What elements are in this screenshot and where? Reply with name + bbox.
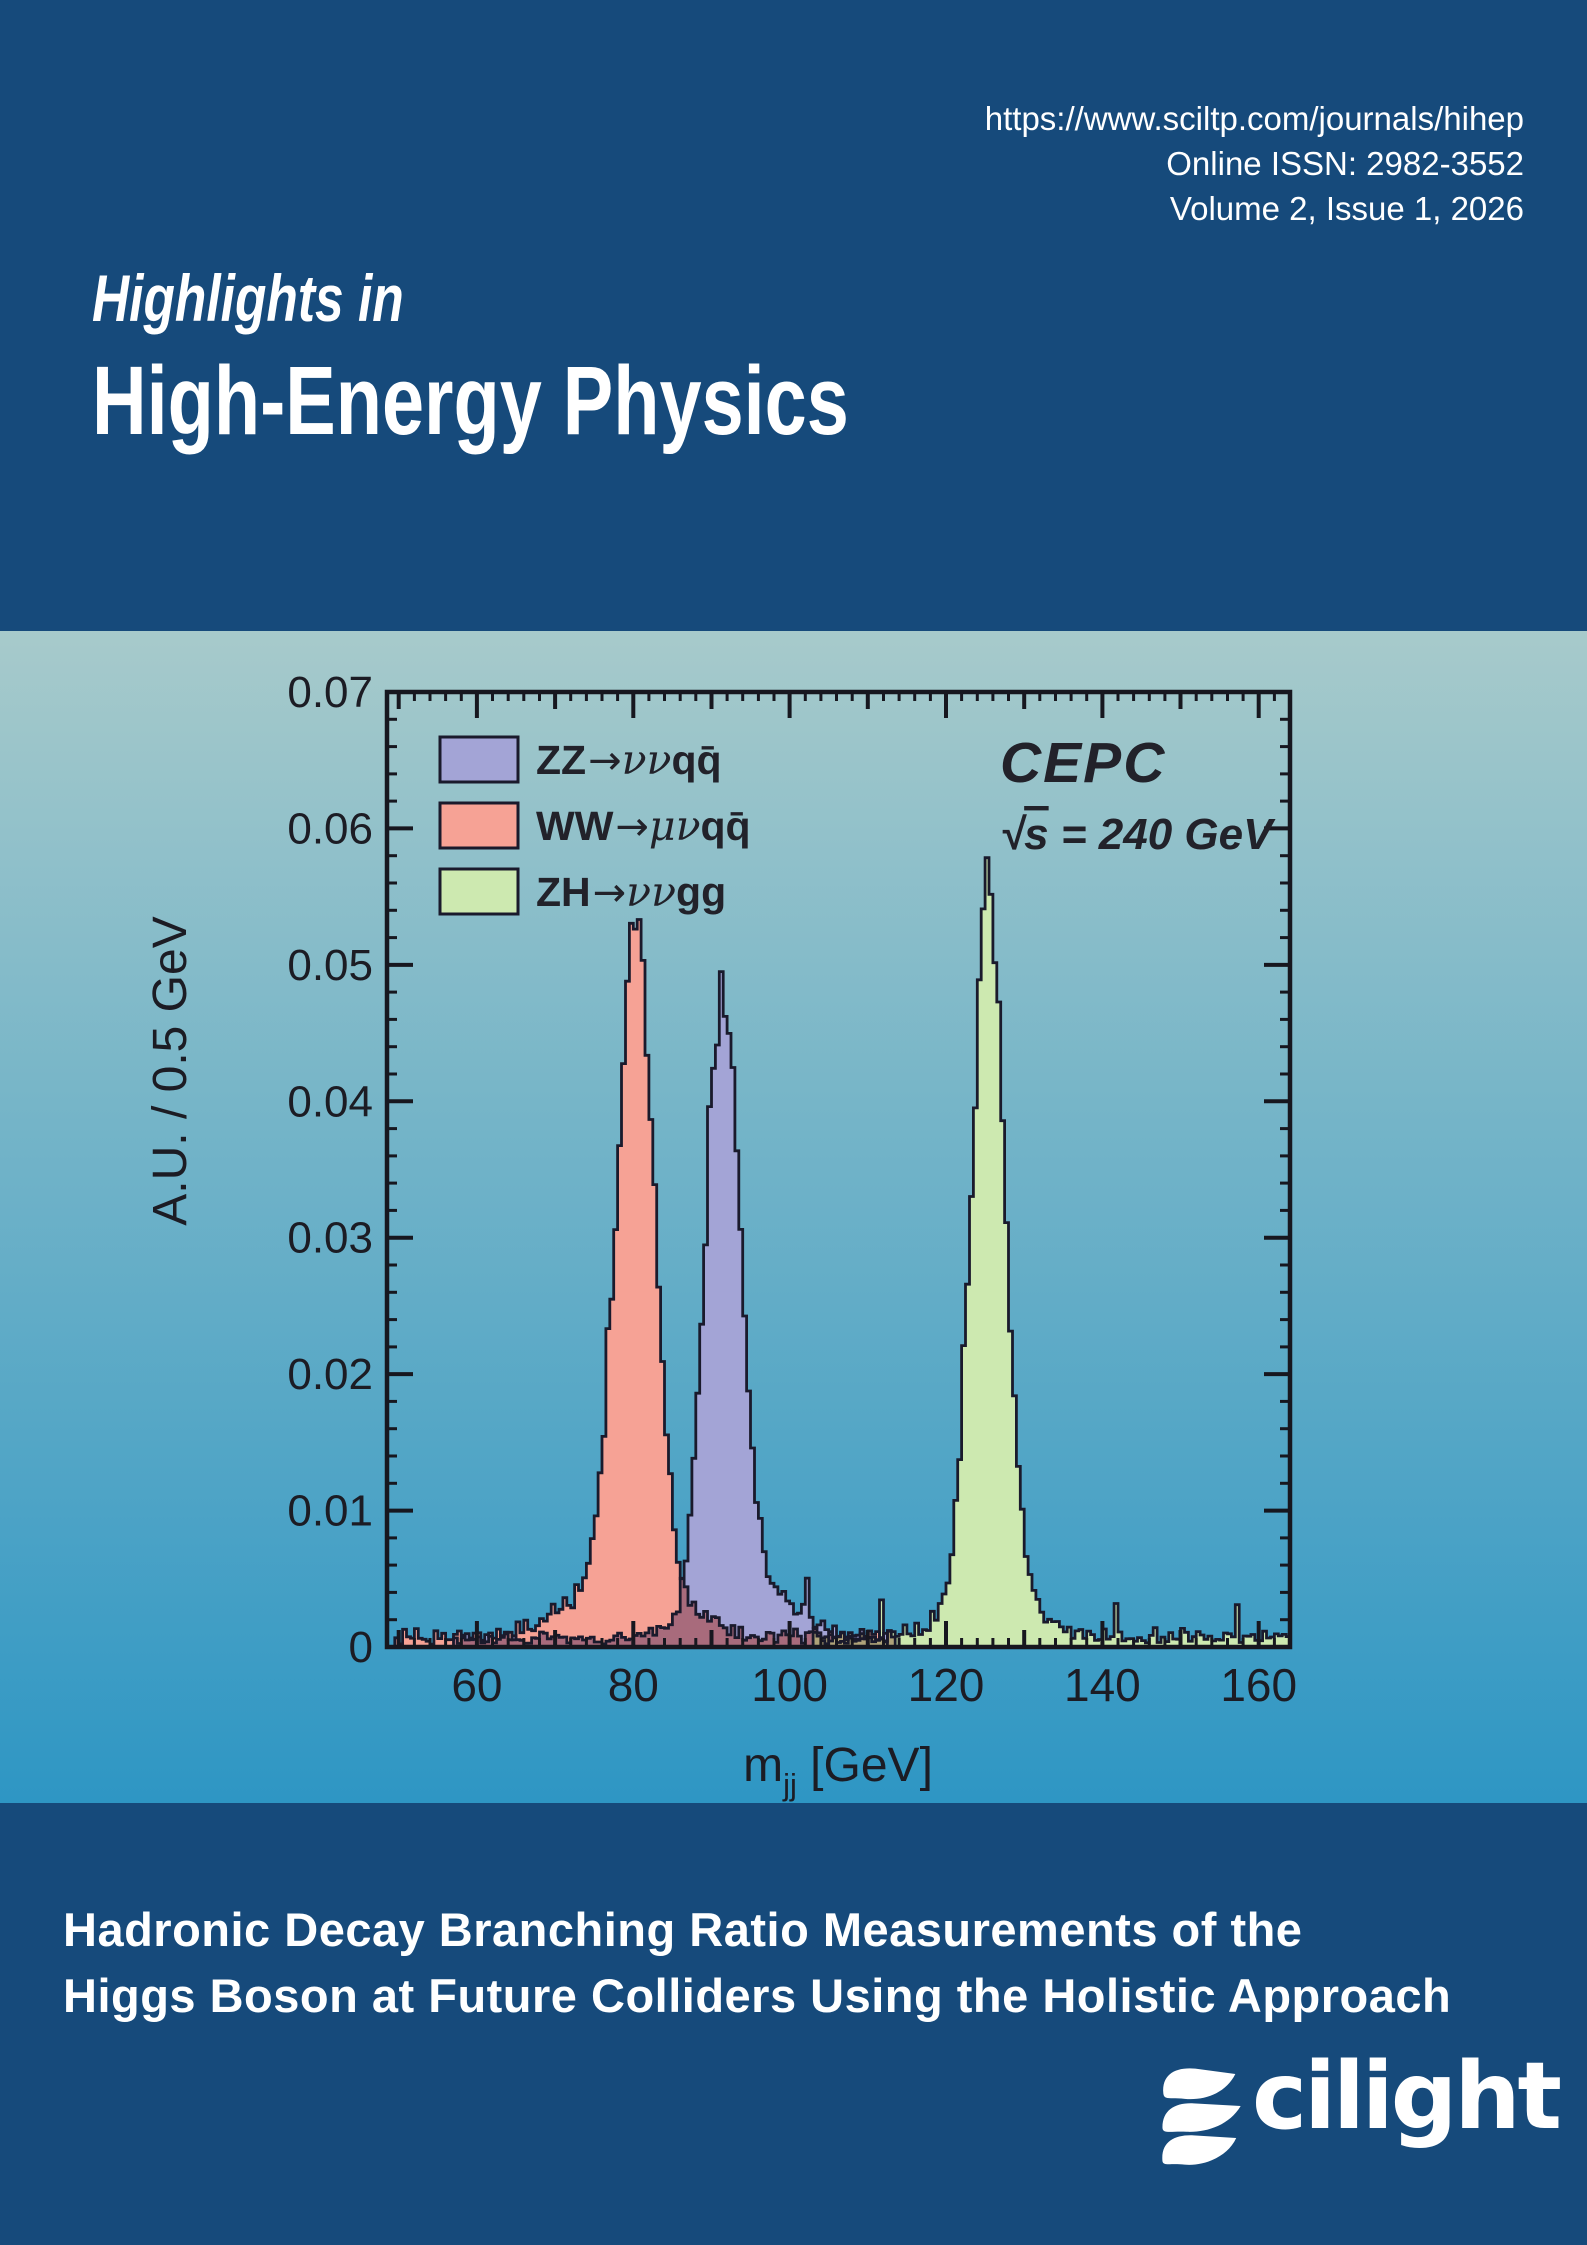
y-tick-label: 0.02: [287, 1350, 373, 1399]
y-tick-label: 0: [349, 1623, 373, 1672]
cover-footer: Hadronic Decay Branching Ratio Measureme…: [0, 1803, 1587, 2245]
x-tick-label: 160: [1220, 1659, 1297, 1711]
y-axis-title: A.U. / 0.5 GeV: [144, 916, 197, 1225]
scilight-mark-icon: [1162, 2068, 1241, 2165]
x-tick-label: 60: [451, 1659, 502, 1711]
journal-url[interactable]: https://www.sciltp.com/journals/hihep: [984, 100, 1524, 137]
plot-frame: [384, 689, 1293, 1650]
legend-swatch-ww: [438, 801, 520, 850]
ww-histogram-fill: [387, 919, 1290, 1647]
legend-label-ww: WW→μνqq̄: [536, 802, 751, 850]
x-tick-label: 80: [608, 1659, 659, 1711]
x-tick-label: 140: [1064, 1659, 1141, 1711]
journal-meta: https://www.sciltp.com/journals/hihep On…: [985, 96, 1524, 231]
x-axis-title: mjj [GeV]: [743, 1739, 933, 1802]
y-tick-label: 0.03: [287, 1214, 373, 1263]
journal-title: Highlights in High-Energy Physics: [92, 262, 1062, 453]
mjj-histogram-chart: 60 80 100 120 140 160 0 0.01 0.02 0.03 0.04 0.05 0.0…: [0, 631, 1587, 1803]
y-tick-label: 0.04: [287, 1077, 373, 1126]
legend-label-zz: ZZ→ννqq̄: [536, 736, 722, 784]
zh-histogram-outline: [387, 856, 1290, 1647]
legend-swatch-zz: [438, 735, 520, 784]
cover-header: https://www.sciltp.com/journals/hihep On…: [0, 0, 1587, 631]
y-tick-label: 0.06: [287, 804, 373, 853]
article-title: Hadronic Decay Branching Ratio Measureme…: [63, 1897, 1451, 2029]
ww-histogram-outline: [387, 918, 1290, 1647]
zh-overlap-fill: [387, 1631, 1290, 1647]
cover-figure: 60 80 100 120 140 160 0 0.01 0.02 0.03 0.04 0.05 0.0…: [0, 631, 1587, 1803]
article-title-line2: Higgs Boson at Future Colliders Using th…: [63, 1969, 1452, 2022]
article-title-line1: Hadronic Decay Branching Ratio Measureme…: [63, 1903, 1303, 1956]
journal-issn: Online ISSN: 2982-3552: [1166, 145, 1524, 182]
y-tick-label: 0.05: [287, 941, 373, 990]
journal-title-prefix: Highlights in: [92, 261, 404, 335]
sqrt-s-label: √s = 240 GeV: [1000, 810, 1276, 859]
cepc-label: CEPC: [1000, 731, 1166, 795]
y-tick-label: 0.07: [287, 668, 373, 717]
x-tick-label: 120: [908, 1659, 985, 1711]
journal-volume: Volume 2, Issue 1, 2026: [1169, 190, 1524, 227]
legend-swatch-zh: [438, 867, 520, 916]
zz-histogram-outline: [387, 970, 1290, 1647]
legend-label-zh: ZH→ννgg: [536, 868, 726, 916]
scilight-logo: cilight: [1146, 2050, 1562, 2170]
y-tick-label: 0.01: [287, 1487, 373, 1536]
scilight-wordmark: cilight: [1252, 2042, 1562, 2150]
x-tick-label: 100: [751, 1659, 828, 1711]
journal-title-main: High-Energy Physics: [92, 346, 849, 455]
